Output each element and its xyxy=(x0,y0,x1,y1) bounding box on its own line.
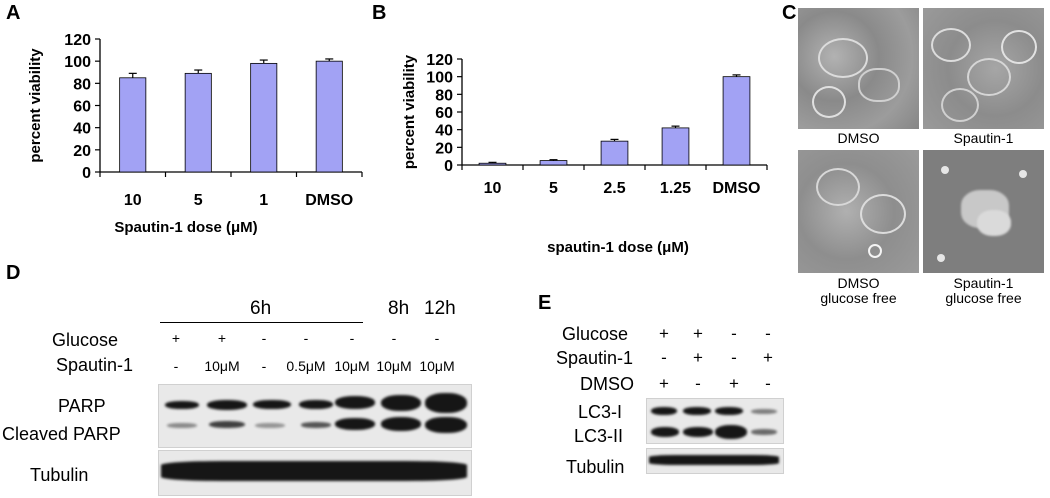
bar xyxy=(250,62,278,173)
glucose-cell: - xyxy=(391,330,397,346)
glucose-cell: - xyxy=(434,330,440,346)
glucose-cell: + xyxy=(171,330,181,346)
dmso-cell: + xyxy=(659,374,669,393)
spautin-cell: 10μM xyxy=(334,358,370,374)
spautin-cell: 10μM xyxy=(419,358,455,374)
x-tick-label: DMSO xyxy=(713,180,761,197)
spautin-cell: - xyxy=(261,358,267,374)
bar xyxy=(722,76,751,166)
row-label-spautin-d: Spautin-1 xyxy=(56,355,134,375)
y-tick-label: 120 xyxy=(426,52,453,69)
y-tick-label: 60 xyxy=(73,99,91,116)
y-tick-label: 0 xyxy=(82,165,91,182)
panel-label-d: D xyxy=(6,262,21,284)
panel-label-c: C xyxy=(782,2,797,24)
spautin-cell: - xyxy=(731,348,737,367)
glucose-cell: - xyxy=(765,324,771,343)
dmso-cell: - xyxy=(695,374,701,393)
glucose-cell: - xyxy=(731,324,737,343)
row-label-dmso-e: DMSO xyxy=(580,374,634,394)
spautin-cell: 0.5μM xyxy=(286,358,326,374)
row-label-glucose-e: Glucose xyxy=(562,324,629,344)
time-bracket-6h xyxy=(160,322,363,323)
caption-dmso-glucose-free: DMSO glucose free xyxy=(820,275,897,306)
spautin-cell: 10μM xyxy=(204,358,240,374)
x-axis-label: Spautin-1 dose (μM) xyxy=(114,219,257,236)
spautin-cell: 10μM xyxy=(376,358,412,374)
chart-a: 0 20 40 60 80 100 120 10 5 1 DMSO percent viability… xyxy=(27,32,363,236)
glucose-cell: - xyxy=(349,330,355,346)
x-tick-label: 2.5 xyxy=(603,180,625,197)
bar xyxy=(600,140,629,166)
blot-label-lc3-i: LC3-I xyxy=(578,402,623,422)
glucose-cell: - xyxy=(261,330,267,346)
spautin-cell: - xyxy=(173,358,179,374)
bar xyxy=(315,60,343,173)
x-tick-label: 5 xyxy=(194,192,203,209)
y-tick-label: 0 xyxy=(444,158,453,175)
y-tick-label: 40 xyxy=(73,121,91,138)
time-header-12h: 12h xyxy=(424,298,456,319)
glucose-cell: + xyxy=(659,324,669,343)
blot-label-tubulin-e: Tubulin xyxy=(566,457,625,477)
x-axis-label: spautin-1 dose (μM) xyxy=(547,239,689,256)
bar xyxy=(661,127,690,166)
dmso-cell: + xyxy=(729,374,739,393)
row-label-glucose-d: Glucose xyxy=(52,330,119,350)
x-tick-label: DMSO xyxy=(305,192,353,209)
y-tick-label: 100 xyxy=(426,70,453,87)
micrograph-spautin-glucose-free xyxy=(923,150,1044,273)
y-axis-label: percent viability xyxy=(27,48,44,163)
blot-label-cleaved-parp: Cleaved PARP xyxy=(2,424,121,444)
dmso-cell: - xyxy=(765,374,771,393)
x-tick-label: 5 xyxy=(549,180,558,197)
blot-label-lc3-ii: LC3-II xyxy=(574,426,624,446)
blot-parp xyxy=(158,384,472,448)
y-tick-label: 100 xyxy=(64,54,91,71)
micrograph-spautin xyxy=(923,8,1044,129)
panel-label-e: E xyxy=(538,292,552,314)
bar xyxy=(184,72,212,173)
time-header-8h: 8h xyxy=(388,298,410,319)
y-tick-label: 40 xyxy=(435,123,453,140)
panel-label-a: A xyxy=(6,2,21,24)
x-tick-label: 10 xyxy=(484,180,502,197)
blot-tubulin-d xyxy=(158,450,472,496)
blot-label-tubulin-d: Tubulin xyxy=(30,465,89,485)
y-tick-label: 20 xyxy=(73,143,91,160)
spautin-cell: + xyxy=(763,348,773,367)
y-tick-label: 80 xyxy=(73,76,91,93)
x-tick-label: 1 xyxy=(259,192,268,209)
y-tick-label: 80 xyxy=(435,87,453,104)
time-header-6h: 6h xyxy=(250,298,272,319)
blot-lc3 xyxy=(646,398,784,444)
panel-label-b: B xyxy=(372,2,387,24)
glucose-cell: - xyxy=(303,330,309,346)
bar xyxy=(119,77,147,173)
bar xyxy=(539,160,568,166)
y-tick-label: 20 xyxy=(435,140,453,157)
y-tick-label: 60 xyxy=(435,105,453,122)
blot-label-parp: PARP xyxy=(58,396,106,416)
glucose-cell: + xyxy=(693,324,703,343)
caption-spautin: Spautin-1 xyxy=(953,130,1014,146)
x-tick-label: 1.25 xyxy=(660,180,691,197)
y-axis-label: percent viability xyxy=(401,54,418,169)
bar xyxy=(478,162,507,166)
y-tick-label: 120 xyxy=(64,32,91,49)
row-label-spautin-e: Spautin-1 xyxy=(556,348,634,368)
glucose-cell: + xyxy=(217,330,227,346)
spautin-cell: + xyxy=(693,348,703,367)
micrograph-dmso xyxy=(798,8,919,129)
micrograph-dmso-glucose-free xyxy=(798,150,919,273)
caption-spautin-glucose-free: Spautin-1 glucose free xyxy=(945,275,1022,306)
x-tick-label: 10 xyxy=(124,192,142,209)
spautin-cell: - xyxy=(661,348,667,367)
caption-dmso: DMSO xyxy=(837,130,880,146)
blot-tubulin-e xyxy=(646,448,784,474)
